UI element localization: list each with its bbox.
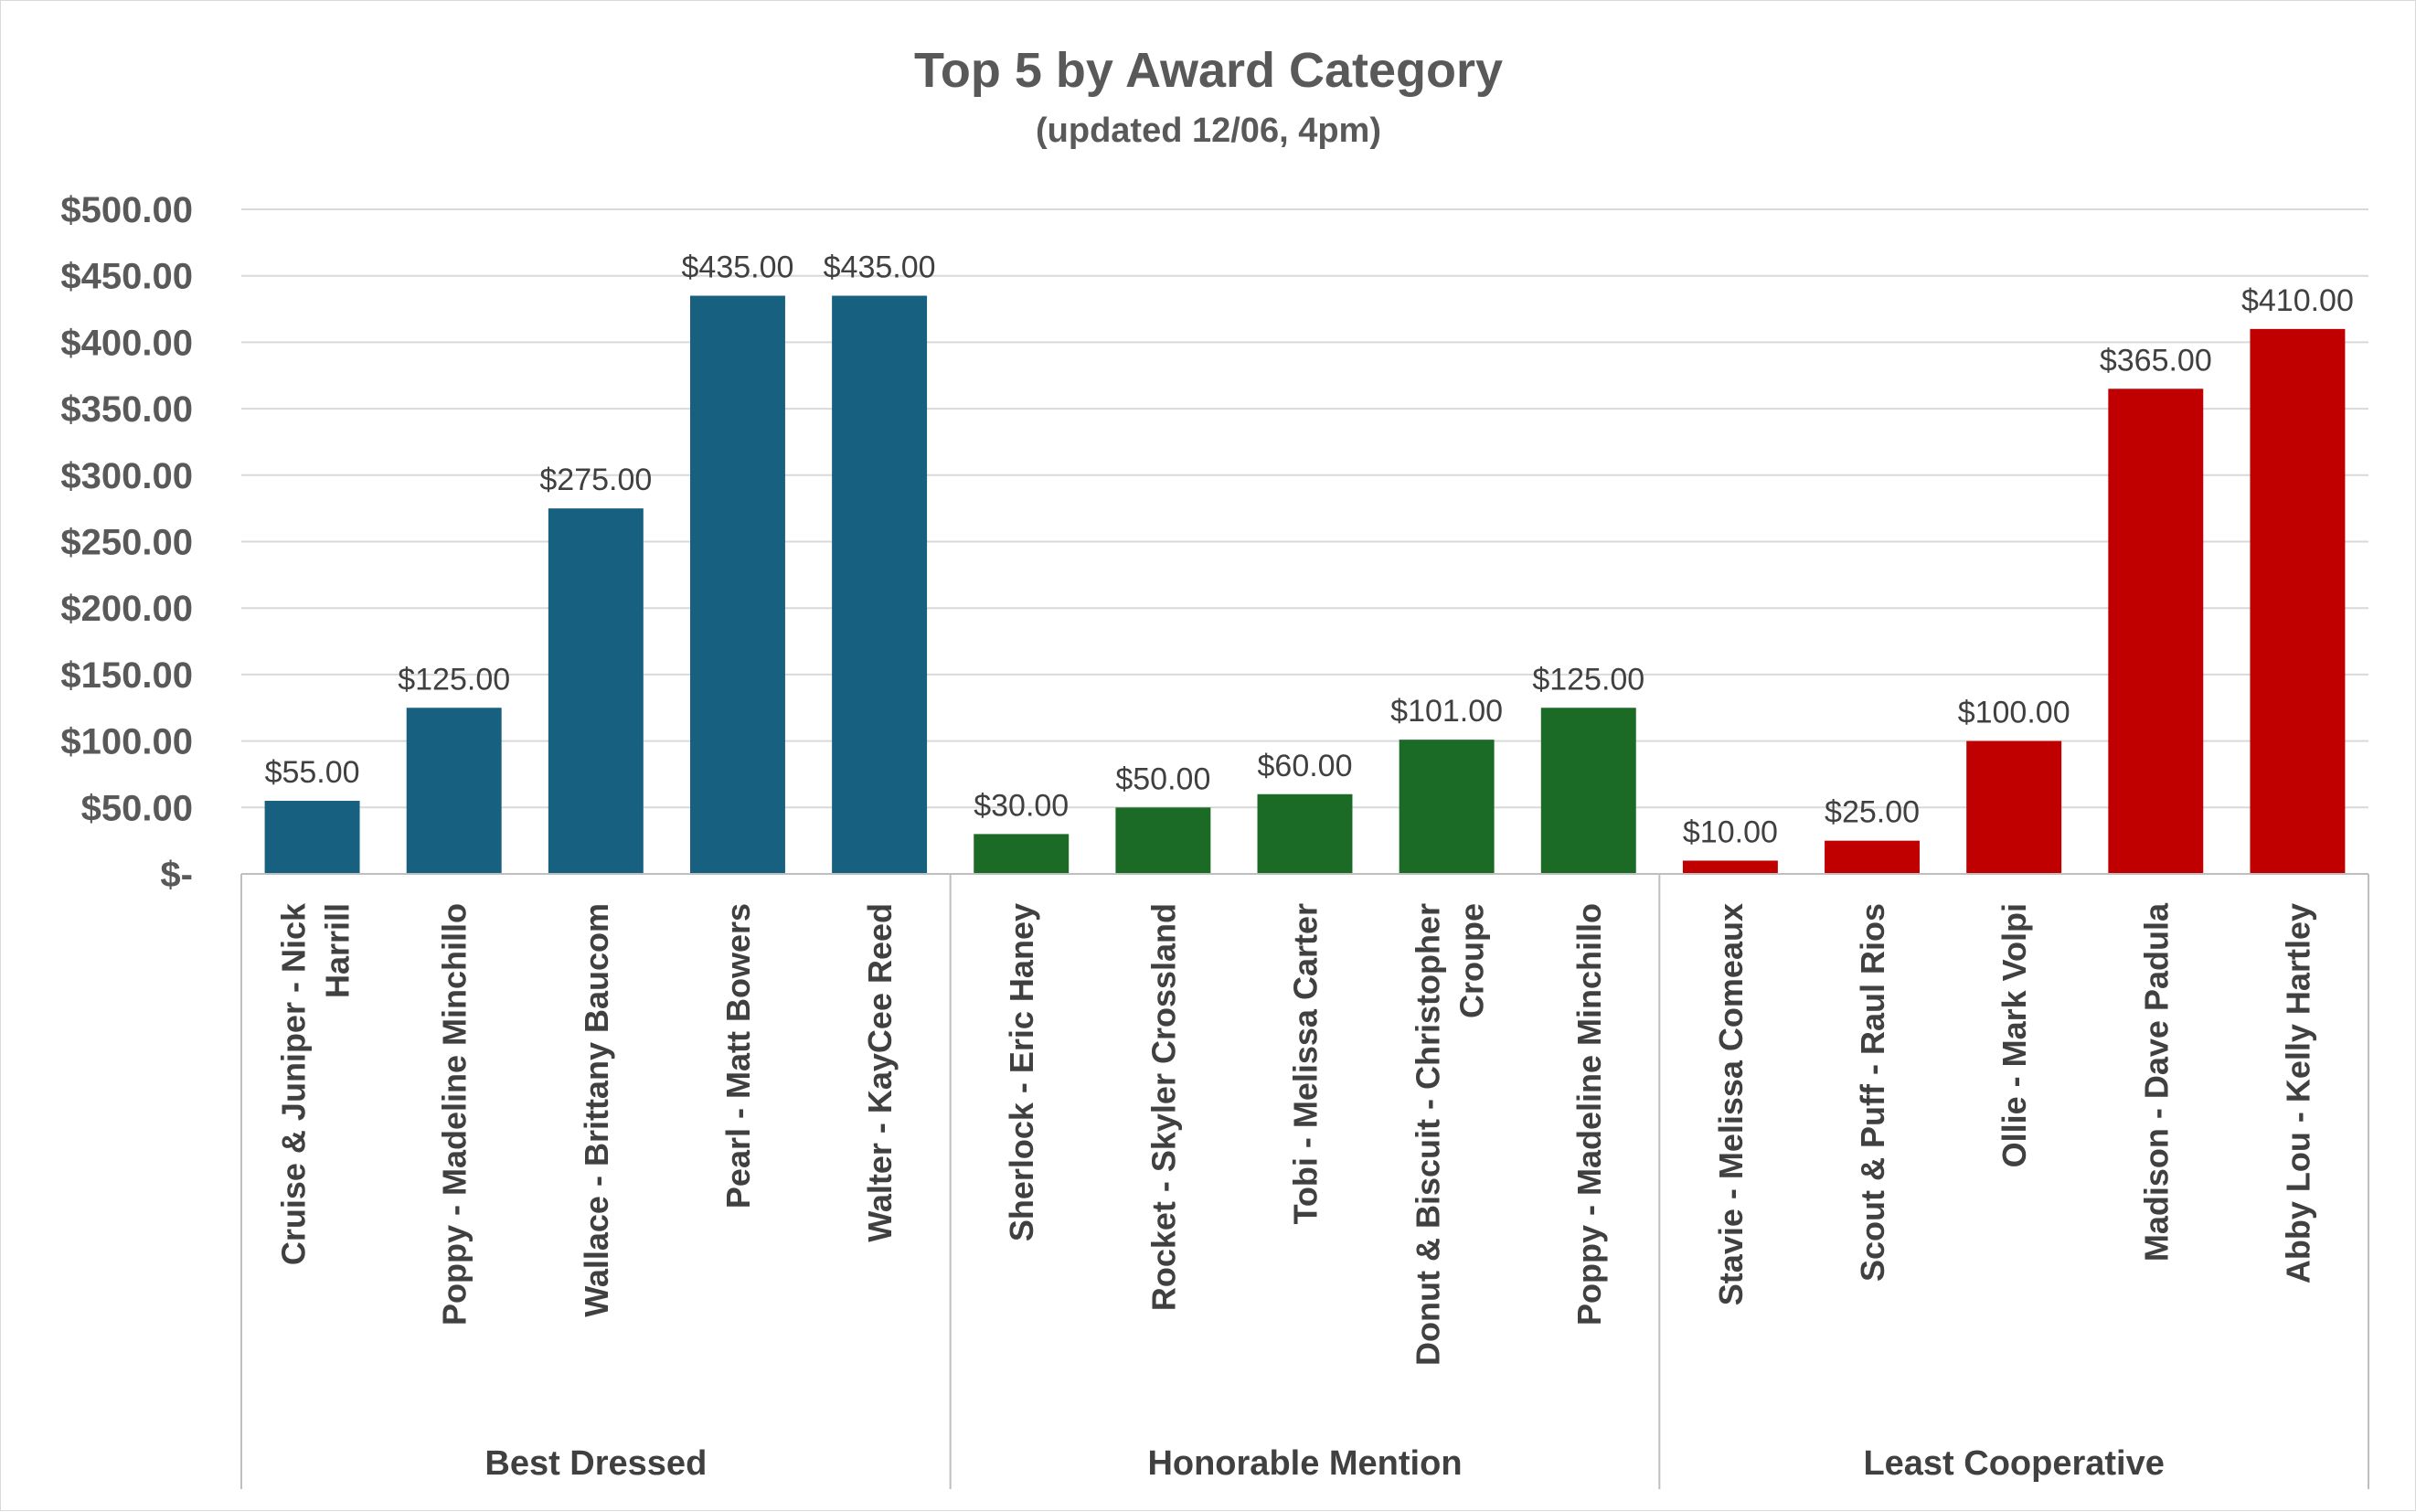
chart-title: Top 5 by Award Category — [914, 43, 1503, 98]
data-label: $435.00 — [682, 250, 794, 285]
bar — [1966, 740, 2062, 874]
data-label: $55.00 — [265, 755, 360, 790]
bar — [689, 295, 785, 874]
data-label: $410.00 — [2241, 283, 2354, 318]
y-tick-label: $400.00 — [60, 323, 193, 363]
y-tick-label: $300.00 — [60, 456, 193, 496]
category-label: Ollie - Mark Volpi — [1996, 903, 2033, 1167]
bar — [1399, 740, 1495, 874]
category-label: Walter - KayCee Reed — [861, 903, 899, 1242]
data-labels: $55.00 $125.00 $275.00 $435.00 $435.00 $30.00… — [265, 250, 2354, 850]
data-label: $30.00 — [974, 788, 1069, 823]
y-tick-label: $500.00 — [60, 190, 193, 230]
category-label: Stavie - Melissa Comeaux — [1712, 903, 1750, 1305]
data-label: $60.00 — [1258, 749, 1353, 783]
bar — [1115, 807, 1211, 874]
group-labels: Best Dressed Honorable Mention Least Coope… — [484, 1444, 2165, 1483]
bar — [1257, 793, 1353, 874]
y-tick-label: $150.00 — [60, 655, 193, 696]
y-tick-label: $350.00 — [60, 389, 193, 430]
bar — [2108, 389, 2204, 874]
bar — [1540, 708, 1636, 874]
category-label: Wallace - Brittany Baucom — [578, 903, 615, 1317]
y-tick-label: $- — [160, 855, 193, 895]
chart-subtitle: (updated 12/06, 4pm) — [1036, 112, 1381, 150]
bar — [264, 801, 360, 874]
group-label: Least Cooperative — [1863, 1444, 2164, 1483]
bar — [974, 834, 1070, 874]
y-tick-label: $50.00 — [81, 788, 193, 828]
category-label: Rocket - Skyler Crossland — [1144, 903, 1182, 1311]
data-label: $100.00 — [1958, 696, 2070, 730]
group-label: Honorable Mention — [1147, 1444, 1462, 1483]
data-label: $125.00 — [398, 662, 510, 697]
group-label: Best Dressed — [484, 1444, 707, 1483]
category-label: Cruise & Juniper - Nick Harrill — [275, 902, 357, 1265]
bar — [406, 708, 502, 874]
bar — [2250, 328, 2346, 874]
data-label: $10.00 — [1683, 815, 1778, 849]
y-tick-label: $250.00 — [60, 523, 193, 563]
data-label: $365.00 — [2100, 343, 2212, 378]
data-label: $25.00 — [1825, 795, 1920, 830]
category-label: Poppy - Madeline Minchillo — [1570, 903, 1608, 1326]
bar — [1825, 840, 1921, 874]
data-label: $101.00 — [1390, 694, 1503, 729]
y-axis-tick-labels: $- $50.00 $100.00 $150.00 $200.00 $250.00 $300… — [60, 190, 193, 895]
category-label: Donut & Biscuit - Christopher Croupe — [1410, 903, 1491, 1366]
category-labels: Cruise & Juniper - Nick Harrill Poppy - Ma… — [275, 902, 2317, 1366]
category-label: Madison - Dave Padula — [2137, 902, 2175, 1262]
y-tick-label: $100.00 — [60, 722, 193, 762]
data-label: $125.00 — [1532, 662, 1644, 697]
data-label: $435.00 — [824, 250, 936, 285]
data-label: $275.00 — [539, 463, 652, 497]
data-label: $50.00 — [1115, 761, 1210, 796]
bar — [1682, 860, 1778, 874]
category-label: Sherlock - Eric Haney — [1003, 903, 1040, 1241]
category-label: Tobi - Melissa Carter — [1287, 903, 1325, 1224]
x-axis — [240, 873, 2369, 1489]
category-label: Abby Lou - Kelly Hartley — [2279, 903, 2316, 1283]
y-tick-label: $450.00 — [60, 257, 193, 297]
bar — [832, 295, 928, 874]
y-tick-label: $200.00 — [60, 589, 193, 629]
category-label: Scout & Puff - Raul Rios — [1854, 903, 1891, 1282]
category-label: Pearl - Matt Bowers — [719, 903, 757, 1209]
bar — [548, 508, 644, 874]
category-label: Poppy - Madeline Minchillo — [436, 903, 474, 1326]
bars — [264, 295, 2346, 874]
